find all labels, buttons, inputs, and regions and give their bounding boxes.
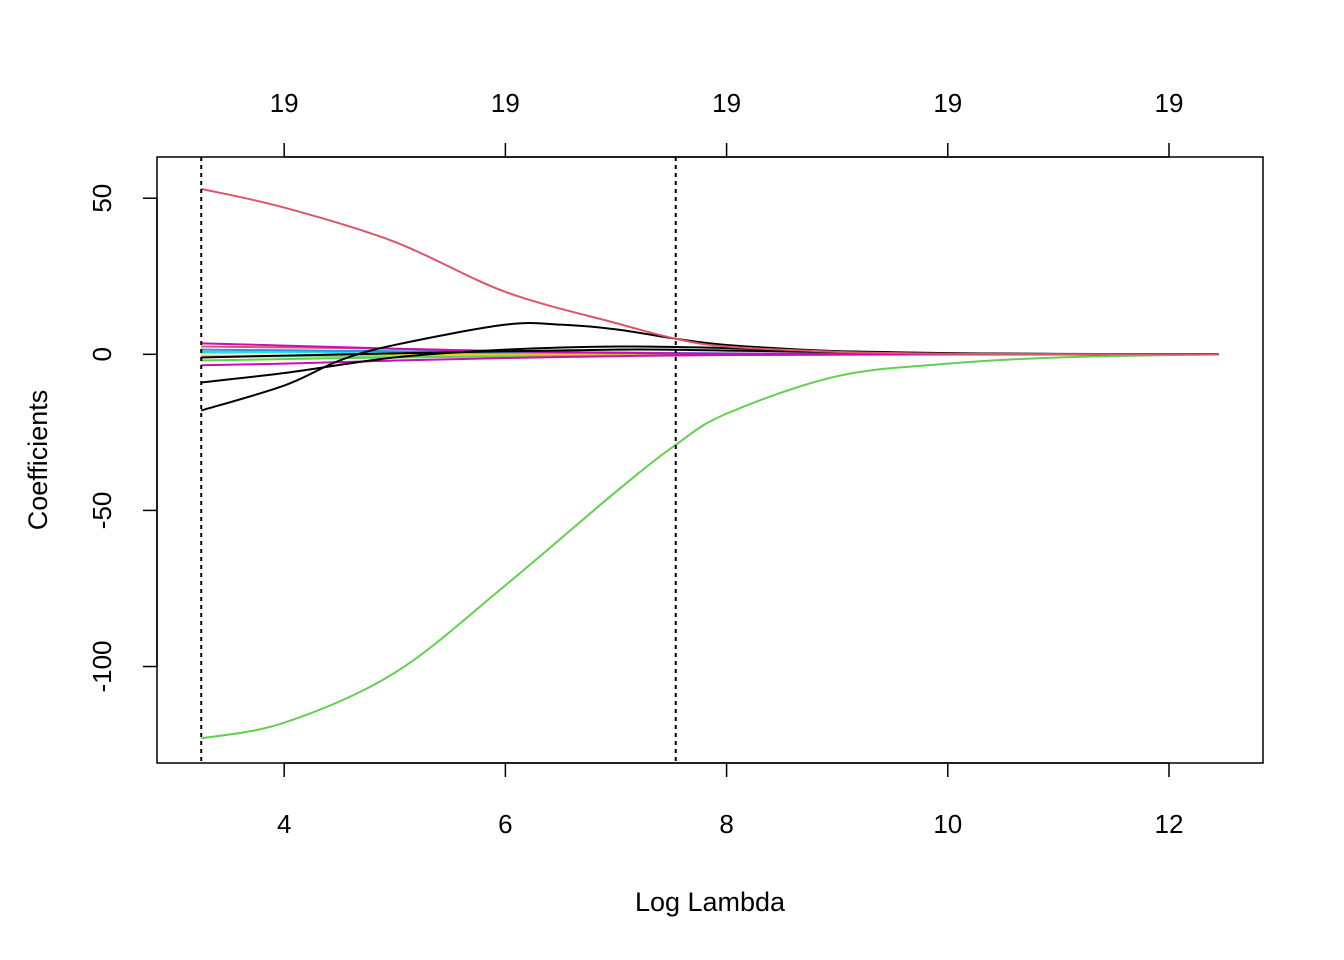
y-tick-label: -50 xyxy=(87,492,117,530)
y-axis-left: 50 0 -50 -100 xyxy=(87,184,158,693)
x-axis-bottom: 4 6 8 10 12 xyxy=(277,762,1184,839)
x-tick-label: 8 xyxy=(719,809,733,839)
top-tick-label: 19 xyxy=(1155,88,1184,118)
top-tick-label: 19 xyxy=(491,88,520,118)
y-tick-label: 0 xyxy=(87,347,117,361)
y-tick-label: 50 xyxy=(87,184,117,213)
x-tick-label: 12 xyxy=(1155,809,1184,839)
top-tick-label: 19 xyxy=(270,88,299,118)
x-tick-label: 6 xyxy=(498,809,512,839)
y-tick-label: -100 xyxy=(87,641,117,693)
top-tick-label: 19 xyxy=(933,88,962,118)
x-axis-title: Log Lambda xyxy=(635,887,786,917)
coefficient-line xyxy=(201,187,1219,356)
vline-layer xyxy=(200,157,677,763)
x-axis-top: 19 19 19 19 19 xyxy=(270,88,1184,158)
x-tick-label: 10 xyxy=(933,809,962,839)
coefficient-line xyxy=(201,353,1219,740)
x-tick-label: 4 xyxy=(277,809,291,839)
top-tick-label: 19 xyxy=(712,88,741,118)
y-axis-title: Coefficients xyxy=(23,390,53,531)
series-layer xyxy=(200,187,1219,740)
